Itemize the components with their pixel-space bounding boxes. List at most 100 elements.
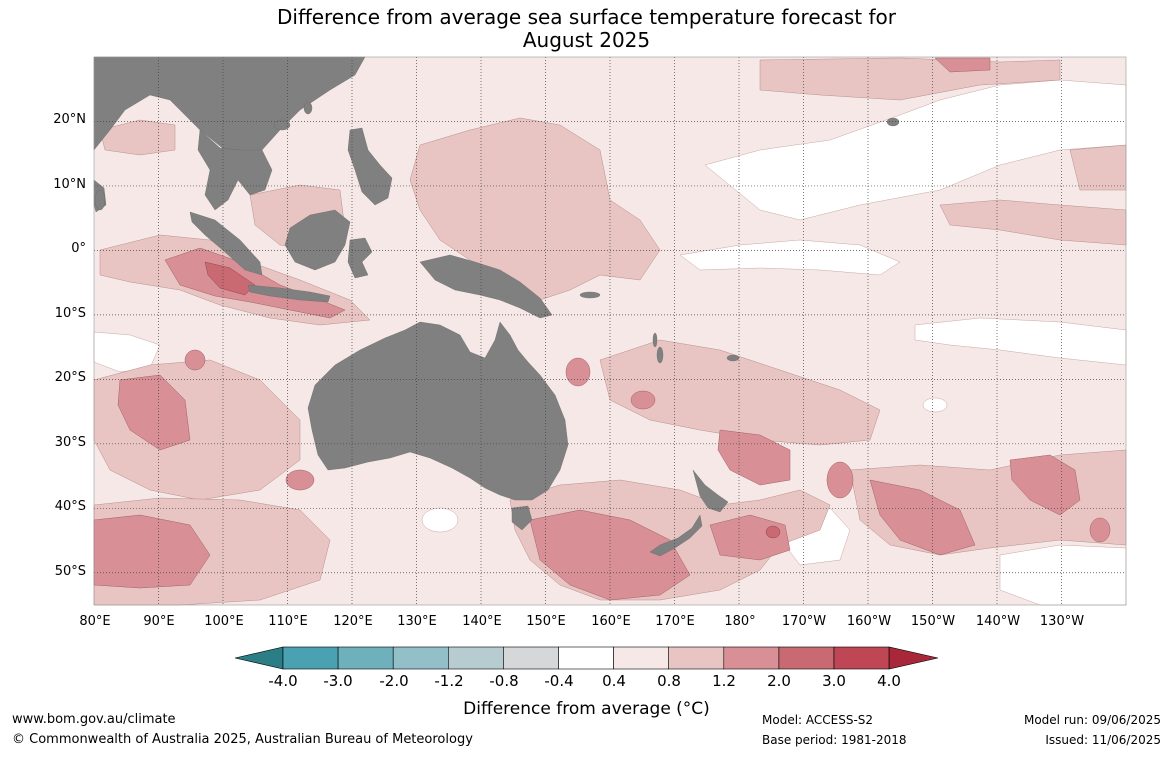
map-title-line-1: Difference from average sea surface temp… bbox=[276, 5, 896, 29]
colorbar-swatch bbox=[392, 646, 449, 670]
colorbar-swatch bbox=[613, 646, 669, 670]
hotter-region-java bbox=[204, 261, 256, 296]
issued-date: Issued: 11/06/2025 bbox=[1045, 733, 1161, 747]
sumatra bbox=[189, 211, 263, 276]
colorbar-swatch bbox=[447, 646, 504, 670]
lon-label-180: 180° bbox=[724, 614, 756, 629]
model-run-date: Model run: 09/06/2025 bbox=[1023, 713, 1161, 727]
lon-label-130w: 130°W bbox=[1039, 614, 1085, 629]
neutral-region-small-1 bbox=[421, 507, 459, 533]
hot-region-small-1 bbox=[630, 390, 656, 410]
warm-region-northwest bbox=[99, 119, 176, 156]
colorbar-tick-label: 0.8 bbox=[657, 672, 681, 690]
hot-region-northeast bbox=[934, 57, 991, 73]
lat-label-0: 0° bbox=[71, 241, 86, 256]
lon-label-170w: 170°W bbox=[781, 614, 827, 629]
colorbar-swatch bbox=[668, 646, 725, 670]
colorbar-tick-label: -4.0 bbox=[268, 672, 298, 690]
neutral-region-equatorial bbox=[679, 239, 901, 276]
australia bbox=[307, 321, 569, 501]
land-masses bbox=[93, 56, 900, 557]
warm-region-south-pacific-central bbox=[599, 339, 881, 446]
japan-islands bbox=[273, 119, 291, 131]
warm-region-northeast-corner bbox=[1069, 144, 1127, 191]
warm-region-west-pacific bbox=[409, 117, 661, 301]
lon-label-80e: 80°E bbox=[79, 614, 111, 629]
neutral-region-small-4 bbox=[922, 397, 948, 413]
new-zealand-south bbox=[649, 514, 703, 557]
colorbar-swatch bbox=[503, 646, 559, 670]
lon-label-160e: 160°E bbox=[591, 614, 631, 629]
colorbar-tick-label: 3.0 bbox=[822, 672, 846, 690]
sri-lanka bbox=[94, 189, 106, 211]
lon-label-130e: 130°E bbox=[397, 614, 437, 629]
map-title: Difference from average sea surface temp… bbox=[0, 6, 1173, 52]
colorbar-tick-label: -2.0 bbox=[379, 672, 409, 690]
colorbar-extend-high bbox=[888, 646, 939, 670]
colorbar-swatch bbox=[723, 646, 780, 670]
hot-region-east bbox=[1009, 454, 1081, 516]
hot-region-small-5 bbox=[184, 349, 206, 371]
hawaii bbox=[886, 117, 900, 127]
colorbar-swatch bbox=[558, 646, 614, 670]
lon-label-140w: 140°W bbox=[975, 614, 1021, 629]
anomaly-2p0-regions bbox=[204, 261, 781, 539]
hot-region-small-4 bbox=[1089, 517, 1111, 543]
lon-label-170e: 170°E bbox=[655, 614, 695, 629]
map-gridlines bbox=[94, 57, 1126, 605]
colorbar-tick-label: 0.4 bbox=[602, 672, 626, 690]
hot-region-small-2 bbox=[826, 461, 854, 499]
lon-label-120e: 120°E bbox=[333, 614, 373, 629]
colorbar-swatch bbox=[778, 646, 835, 670]
website-link[interactable]: www.bom.gov.au/climate bbox=[12, 712, 176, 727]
neutral-region-south-pacific bbox=[999, 544, 1127, 606]
copyright-text: © Commonwealth of Australia 2025, Austra… bbox=[12, 732, 473, 747]
colorbar-tick-label: 4.0 bbox=[877, 672, 901, 690]
philippines bbox=[347, 127, 393, 206]
anomaly-neutral-regions bbox=[93, 79, 1127, 606]
map-title-line-2: August 2025 bbox=[522, 28, 651, 52]
borneo bbox=[284, 209, 351, 271]
new-guinea bbox=[419, 254, 553, 319]
hot-region-south-pacific bbox=[869, 479, 976, 556]
lat-label-20s: 20°S bbox=[54, 370, 86, 385]
new-caledonia bbox=[656, 346, 664, 364]
colorbar-swatch bbox=[833, 646, 890, 670]
hot-region-coral-sea bbox=[565, 357, 591, 387]
taiwan bbox=[303, 101, 313, 115]
lon-label-100e: 100°E bbox=[204, 614, 244, 629]
indochina-peninsula bbox=[197, 129, 273, 211]
colorbar-swatch bbox=[337, 646, 394, 670]
lon-label-160w: 160°W bbox=[846, 614, 892, 629]
fiji bbox=[726, 354, 740, 362]
colorbar-swatch bbox=[282, 646, 339, 670]
model-name: Model: ACCESS-S2 bbox=[762, 713, 874, 727]
colorbar-tick-label: -0.4 bbox=[544, 672, 574, 690]
colorbar-tick-label: -0.8 bbox=[489, 672, 519, 690]
lon-label-150e: 150°E bbox=[526, 614, 566, 629]
lon-label-140e: 140°E bbox=[462, 614, 502, 629]
tasmania bbox=[511, 505, 533, 531]
hot-region-nz-east bbox=[709, 514, 791, 561]
base-period: Base period: 1981-2018 bbox=[762, 733, 907, 747]
lat-label-10n: 10°N bbox=[53, 177, 86, 192]
java bbox=[247, 284, 331, 303]
colorbar-tick-label: -3.0 bbox=[323, 672, 353, 690]
colorbar-tick-label: 2.0 bbox=[767, 672, 791, 690]
hotter-region-small bbox=[765, 525, 781, 539]
lat-label-50s: 50°S bbox=[54, 564, 86, 579]
lon-label-110e: 110°E bbox=[268, 614, 308, 629]
colorbar bbox=[234, 646, 939, 670]
map-frame bbox=[93, 56, 1127, 606]
vanuatu bbox=[652, 332, 658, 348]
colorbar-label: Difference from average (°C) bbox=[463, 699, 710, 719]
colorbar-tick-label: 1.2 bbox=[712, 672, 736, 690]
lat-label-30s: 30°S bbox=[54, 435, 86, 450]
hot-region-indian-mid bbox=[117, 374, 191, 451]
lon-label-90e: 90°E bbox=[143, 614, 175, 629]
lat-label-20n: 20°N bbox=[53, 112, 86, 127]
colorbar-tick-label: -1.2 bbox=[434, 672, 464, 690]
solomon-islands bbox=[579, 291, 601, 299]
lat-label-40s: 40°S bbox=[54, 499, 86, 514]
